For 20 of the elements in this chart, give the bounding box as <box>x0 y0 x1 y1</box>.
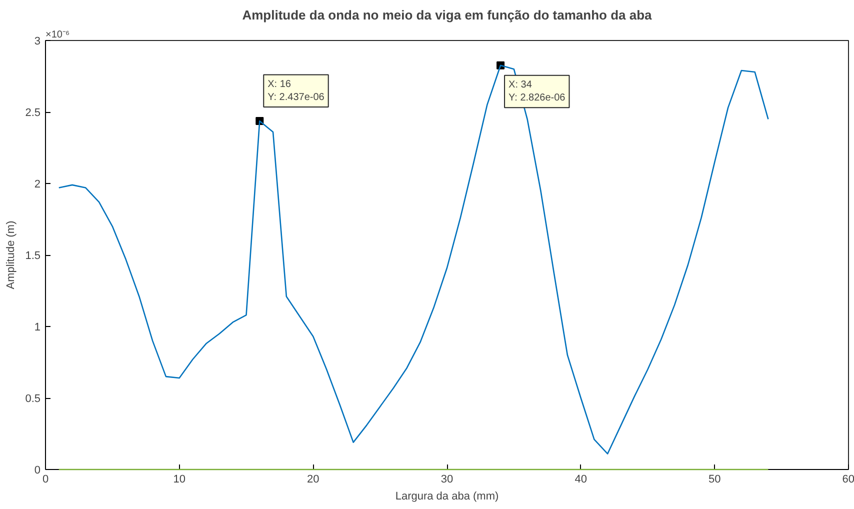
chart-title: Amplitude da onda no meio da viga em função do tamanho da aba <box>242 8 653 22</box>
x-tick-label: 50 <box>708 474 721 486</box>
text: ×10⁻⁶ <box>46 30 70 40</box>
x-tick-label: 60 <box>842 474 854 486</box>
x-tick-label: 40 <box>574 474 587 486</box>
y-tick-label: 1 <box>34 322 41 334</box>
y-tick-label: 0 <box>34 464 41 476</box>
x-tick-label: 0 <box>42 474 49 486</box>
y-tick-label: 0.5 <box>25 393 41 405</box>
y-tick-label: 1.5 <box>25 250 41 262</box>
x-axis-title: Largura da aba (mm) <box>395 490 499 502</box>
x-tick-label: 30 <box>440 474 454 486</box>
y-axis-title: Amplitude (m) <box>5 220 18 290</box>
annotation: X: 16 Y: 2.437e-06 <box>268 78 325 104</box>
y-tick-label: 2 <box>34 178 41 190</box>
x-tick-label: 20 <box>307 474 320 486</box>
annotation: X: 34 Y: 2.826e-06 <box>508 79 566 104</box>
y-tick-label: 3 <box>34 36 41 48</box>
x-tick-label: 10 <box>173 474 186 486</box>
y-tick-label: 2.5 <box>25 107 41 119</box>
